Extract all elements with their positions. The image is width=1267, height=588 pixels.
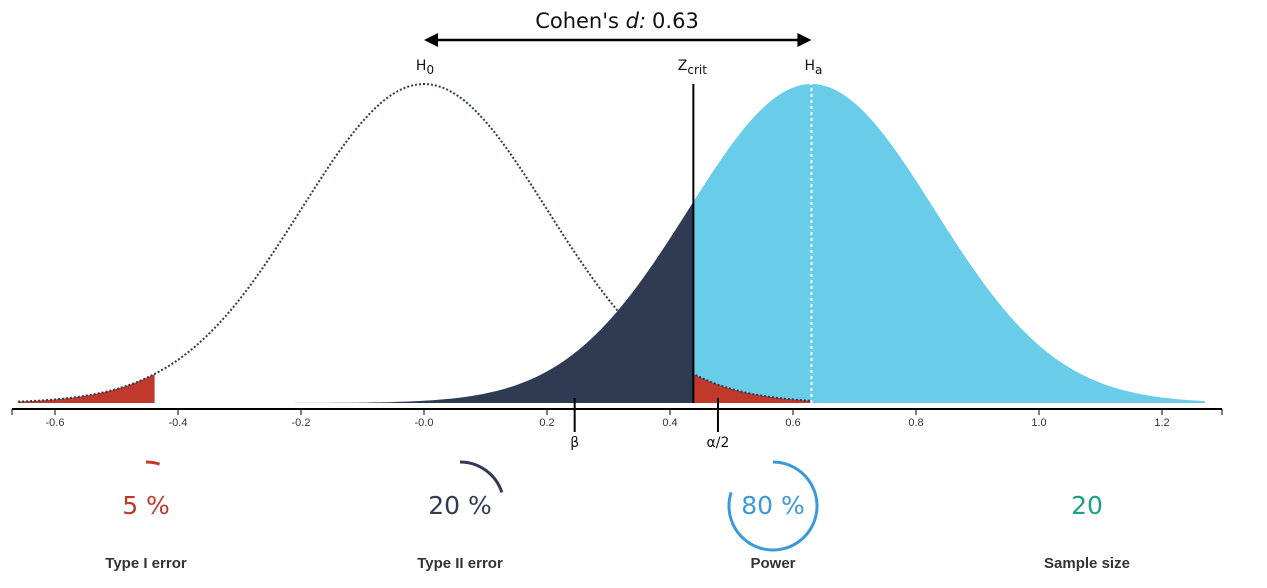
x-tick-label: 1.0 (1031, 417, 1046, 429)
title-symbol: d: (626, 9, 646, 33)
ha-label-main: H (805, 58, 816, 74)
type-two-error-area (153, 201, 694, 403)
title-prefix: Cohen's (535, 9, 625, 33)
type-one-error-value: 5 % (122, 491, 170, 520)
x-tick-label: -0.4 (169, 417, 188, 429)
distribution-markers: H0 Ha Zcrit β α/2 (416, 58, 822, 451)
x-tick-label: 0.4 (662, 417, 677, 429)
effect-size-arrow-left-head (424, 33, 438, 47)
power-chart: -0.6 -0.4 -0.2 -0.0 0.2 0.4 0.6 0.8 1.0 1.2 Cohen… (11, 9, 1223, 451)
ha-label: Ha (805, 58, 823, 77)
h0-label-sub: 0 (426, 63, 434, 77)
beta-label: β (570, 435, 579, 451)
zcrit-label-sub: crit (687, 63, 707, 77)
h0-label-main: H (416, 58, 427, 74)
type-two-error-value: 20 % (428, 491, 492, 520)
x-tick-label: -0.6 (46, 417, 65, 429)
type-two-error-stat: 20 % Type II error (380, 455, 540, 580)
x-tick-label: -0.0 (415, 417, 434, 429)
power-label: Power (750, 555, 796, 572)
effect-size-arrow-right-head (797, 33, 812, 47)
h0-label: H0 (416, 58, 434, 77)
sample-size-value: 20 (1071, 491, 1103, 520)
zcrit-label-main: Z (678, 58, 688, 74)
ha-label-sub: a (815, 63, 822, 77)
type-one-error-label: Type I error (105, 555, 187, 572)
type-one-error-arc (145, 460, 161, 466)
alpha-label: α/2 (707, 435, 730, 451)
power-area (693, 84, 1205, 403)
effect-size-title: Cohen's d: 0.63 (535, 9, 699, 33)
type-one-error-right-tail (693, 374, 812, 403)
sample-size-label: Sample size (1044, 555, 1130, 572)
effect-size-header: Cohen's d: 0.63 (424, 9, 812, 47)
x-tick-label: 1.2 (1154, 417, 1169, 429)
x-tick-label: 0.2 (539, 417, 554, 429)
x-tick-label: 0.6 (785, 417, 800, 429)
type-one-error-ring (145, 460, 161, 466)
title-value: 0.63 (652, 9, 699, 33)
distribution-lines (18, 82, 813, 403)
type-two-error-label: Type II error (417, 555, 503, 572)
type-one-error-stat: 5 % Type I error (66, 455, 226, 580)
x-tick-label: -0.2 (292, 417, 311, 429)
type-two-error-ring (459, 460, 504, 493)
power-ring (727, 460, 819, 552)
type-one-error-left-tail (18, 374, 155, 403)
power-stat: 80 % Power (693, 455, 853, 580)
x-axis: -0.6 -0.4 -0.2 -0.0 0.2 0.4 0.6 0.8 1.0 1.2 (11, 398, 1223, 432)
type-two-error-arc (459, 460, 504, 493)
x-tick-label: 0.8 (908, 417, 923, 429)
distribution-areas (18, 84, 1205, 403)
power-arc (727, 460, 819, 552)
sample-size-stat: 20 Sample size (1007, 455, 1167, 580)
power-value: 80 % (741, 491, 805, 520)
zcrit-label: Zcrit (678, 58, 707, 77)
null-distribution-curve (18, 82, 812, 403)
